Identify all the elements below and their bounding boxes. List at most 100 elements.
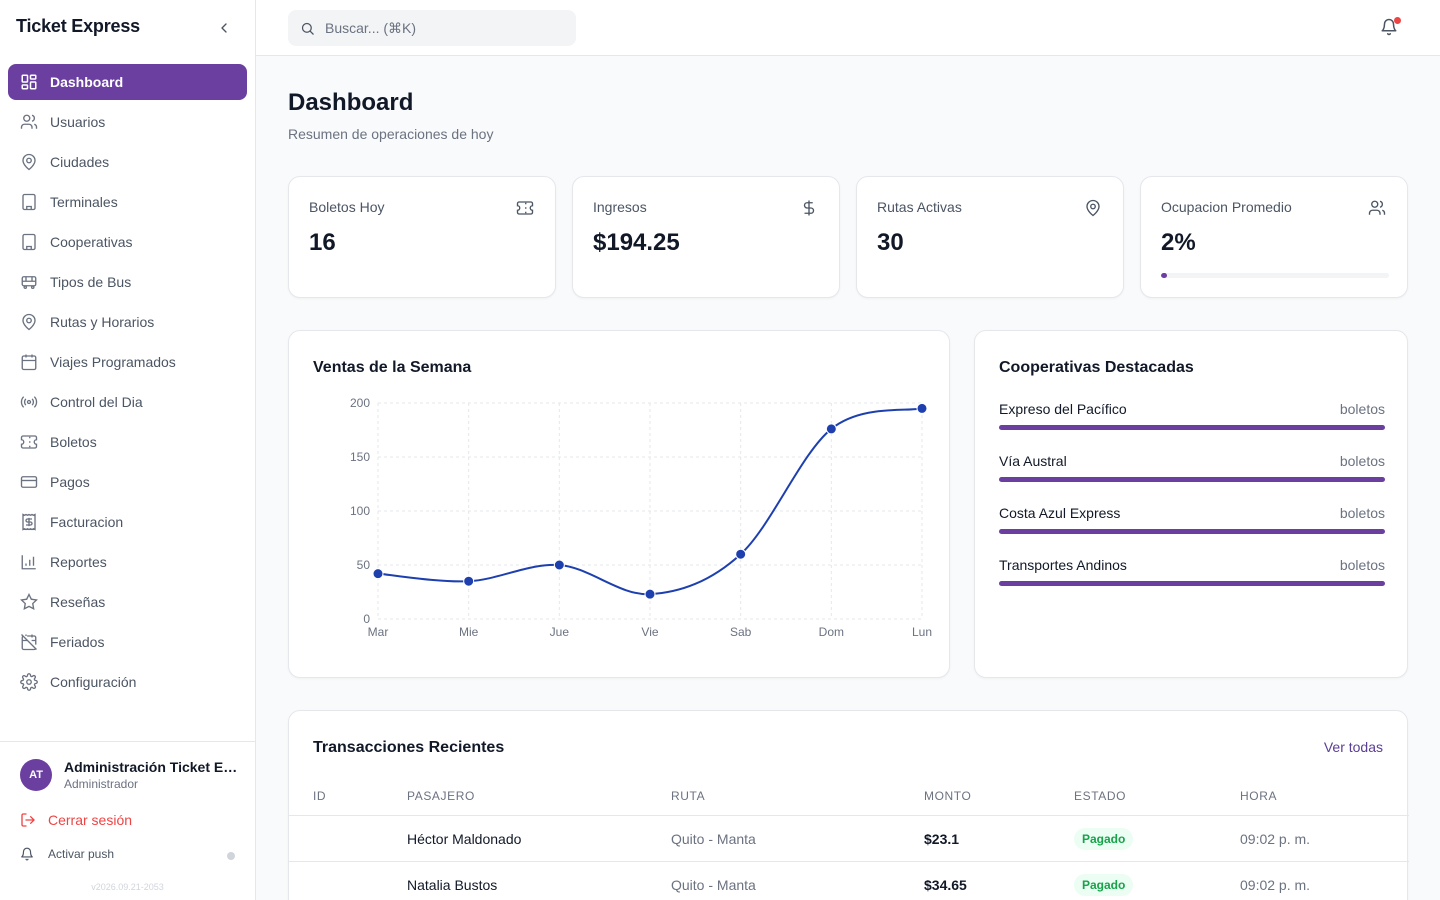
data-point: [463, 575, 475, 587]
map-pin-icon: [1083, 198, 1103, 218]
logout-label: Cerrar sesión: [48, 812, 133, 828]
x-tick-label: Dom: [819, 625, 844, 639]
sidebar-item-ciudades[interactable]: Ciudades: [8, 144, 247, 180]
page-subtitle: Resumen de operaciones de hoy: [288, 126, 494, 142]
gear-icon: [20, 673, 38, 691]
sidebar-item-control-del-dia[interactable]: Control del Dia: [8, 384, 247, 420]
bell-icon: [1381, 18, 1397, 36]
sidebar-item-reportes[interactable]: Reportes: [8, 544, 247, 580]
cell-amount: $23.1: [924, 831, 960, 847]
building-icon: [20, 193, 38, 211]
coop-row[interactable]: Expreso del Pacífico boletos: [999, 401, 1385, 441]
cell-passenger: Héctor Maldonado: [407, 831, 522, 847]
sidebar-item-label: Control del Dia: [50, 394, 143, 410]
sidebar-item-dashboard[interactable]: Dashboard: [8, 64, 247, 100]
cell-passenger: Natalia Bustos: [407, 877, 498, 893]
coop-row[interactable]: Vía Austral boletos: [999, 453, 1385, 493]
collapse-sidebar-button[interactable]: [214, 18, 234, 38]
column-header-id[interactable]: ID: [313, 789, 327, 803]
y-tick-label: 150: [350, 450, 370, 464]
sales-chart-title: Ventas de la Semana: [313, 359, 472, 376]
sidebar-item-label: Facturacion: [50, 514, 124, 530]
sidebar-item-pagos[interactable]: Pagos: [8, 464, 247, 500]
column-header-ruta[interactable]: RUTA: [671, 789, 706, 803]
sidebar-item-label: Viajes Programados: [50, 354, 176, 370]
view-all-link[interactable]: Ver todas: [1323, 739, 1383, 755]
coop-row[interactable]: Costa Azul Express boletos: [999, 505, 1385, 545]
coop-unit: boletos: [1339, 557, 1385, 573]
sidebar-item-tipos-de-bus[interactable]: Tipos de Bus: [8, 264, 247, 300]
credit-card-icon: [20, 473, 38, 491]
coop-bar: [999, 477, 1385, 482]
push-status-toggle[interactable]: [227, 852, 235, 860]
data-point: [735, 548, 747, 560]
stat-label: Rutas Activas: [877, 199, 962, 215]
sidebar-item-configuracion[interactable]: Configuración: [8, 664, 247, 700]
topbar: [256, 0, 1440, 56]
status-badge: Pagado: [1074, 874, 1134, 896]
sidebar-item-terminales[interactable]: Terminales: [8, 184, 247, 220]
cell-time: 09:02 p. m.: [1240, 877, 1311, 893]
cooperativas-title: Cooperativas Destacadas: [999, 359, 1194, 376]
sidebar-item-feriados[interactable]: Feriados: [8, 624, 247, 660]
map-pin-icon: [20, 153, 38, 171]
sidebar-item-label: Cooperativas: [50, 234, 133, 250]
sidebar-item-label: Configuración: [50, 674, 137, 690]
x-tick-label: Jue: [550, 625, 570, 639]
y-tick-label: 100: [350, 504, 370, 518]
stat-value: $194.25: [593, 229, 680, 256]
coop-name: Expreso del Pacífico: [999, 401, 1127, 417]
avatar[interactable]: AT: [20, 759, 52, 791]
sidebar: Ticket Express Dashboard Usuarios Ciudad…: [0, 0, 256, 900]
bar-chart-icon: [20, 553, 38, 571]
sidebar-item-label: Rutas y Horarios: [50, 314, 155, 330]
search-input[interactable]: [325, 20, 565, 36]
ticket-icon: [515, 198, 535, 218]
stat-card-ingresos: Ingresos $194.25: [572, 176, 840, 298]
bus-icon: [20, 273, 38, 291]
sidebar-item-usuarios[interactable]: Usuarios: [8, 104, 247, 140]
table-row[interactable]: Natalia Bustos Quito - Manta $34.65 Paga…: [289, 861, 1409, 900]
sidebar-item-facturacion[interactable]: Facturacion: [8, 504, 247, 540]
table-row[interactable]: Héctor Maldonado Quito - Manta $23.1 Pag…: [289, 815, 1409, 861]
stat-label: Boletos Hoy: [309, 199, 385, 215]
column-header-hora[interactable]: HORA: [1240, 789, 1278, 803]
push-toggle-row[interactable]: Activar push: [20, 847, 114, 861]
cell-amount: $34.65: [924, 877, 967, 893]
cell-time: 09:02 p. m.: [1240, 831, 1311, 847]
status-badge: Pagado: [1074, 828, 1134, 850]
sidebar-item-cooperativas[interactable]: Cooperativas: [8, 224, 247, 260]
logout-button[interactable]: Cerrar sesión: [20, 812, 132, 828]
column-header-pasajero[interactable]: PASAJERO: [407, 789, 475, 803]
page-title: Dashboard: [288, 89, 414, 116]
push-label: Activar push: [48, 847, 115, 861]
app-version: v2026.09.21-2053: [91, 882, 164, 892]
sales-chart-card: Ventas de la Semana 0 50 100 150 200 Mar Mie Ju…: [288, 330, 950, 678]
cell-route: Quito - Manta: [671, 877, 756, 893]
column-header-estado[interactable]: ESTADO: [1074, 789, 1127, 803]
stat-value: 2%: [1161, 229, 1196, 256]
sidebar-item-resenas[interactable]: Reseñas: [8, 584, 247, 620]
notifications-button[interactable]: [1380, 17, 1401, 38]
sidebar-item-label: Tipos de Bus: [50, 274, 132, 290]
column-header-monto[interactable]: MONTO: [924, 789, 972, 803]
stat-card-boletos: Boletos Hoy 16: [288, 176, 556, 298]
y-tick-label: 50: [357, 558, 371, 572]
top-cooperativas-card: Cooperativas Destacadas Expreso del Pací…: [974, 330, 1408, 678]
y-tick-label: 200: [350, 396, 370, 410]
sidebar-item-label: Pagos: [50, 474, 90, 490]
sidebar-item-viajes-programados[interactable]: Viajes Programados: [8, 344, 247, 380]
sidebar-item-label: Reseñas: [50, 594, 106, 610]
stat-label: Ocupacion Promedio: [1161, 199, 1292, 215]
sidebar-item-rutas-y-horarios[interactable]: Rutas y Horarios: [8, 304, 247, 340]
x-tick-label: Vie: [641, 625, 658, 639]
receipt-icon: [20, 513, 38, 531]
sidebar-item-label: Feriados: [50, 634, 105, 650]
logout-icon: [20, 812, 36, 828]
coop-unit: boletos: [1339, 505, 1385, 521]
coop-row[interactable]: Transportes Andinos boletos: [999, 557, 1385, 597]
sidebar-item-label: Reportes: [50, 554, 107, 570]
sidebar-item-label: Usuarios: [50, 114, 106, 130]
sidebar-item-boletos[interactable]: Boletos: [8, 424, 247, 460]
search-bar[interactable]: [288, 10, 576, 46]
